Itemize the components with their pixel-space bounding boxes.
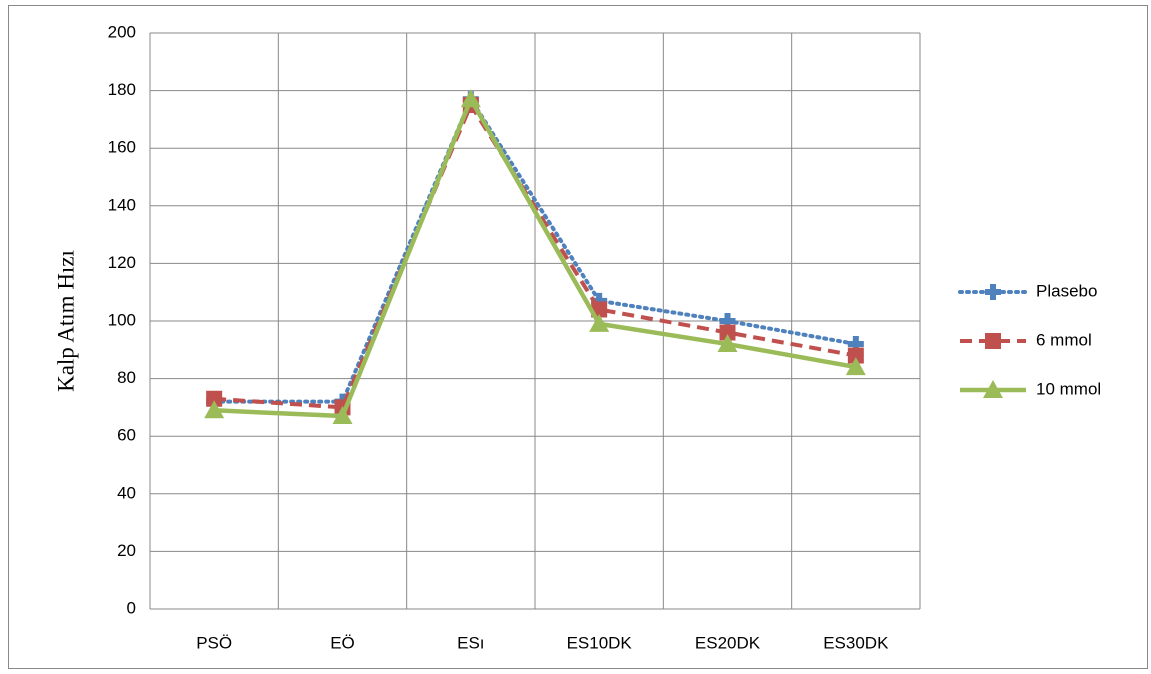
marker: [204, 400, 225, 419]
x-tick-label: EÖ: [330, 633, 355, 652]
chart-border: [8, 5, 1148, 669]
marker: [717, 334, 738, 353]
x-tick-label: ES10DK: [567, 633, 633, 652]
x-tick-label: PSÖ: [196, 633, 232, 652]
x-tick-label: ES30DK: [823, 633, 889, 652]
y-tick-label: 40: [117, 483, 136, 502]
legend-label: Plasebo: [1036, 281, 1097, 300]
x-tick-label: ESı: [457, 633, 484, 652]
y-tick-label: 200: [108, 22, 136, 41]
y-axis-title: Kalp Atım Hızı: [53, 250, 78, 392]
marker: [847, 336, 864, 353]
legend-label: 10 mmol: [1036, 379, 1101, 398]
marker: [845, 357, 866, 376]
legend-label: 6 mmol: [1036, 330, 1092, 349]
marker: [591, 292, 608, 309]
y-tick-label: 140: [108, 195, 136, 214]
marker: [985, 284, 1001, 300]
marker: [460, 89, 481, 108]
marker: [332, 406, 353, 425]
y-tick-label: 80: [117, 368, 136, 387]
marker: [985, 333, 1001, 349]
x-tick-label: ES20DK: [695, 633, 761, 652]
marker: [847, 347, 864, 364]
y-tick-label: 20: [117, 541, 136, 560]
marker: [983, 380, 1003, 398]
series-line: [212, 94, 858, 404]
y-tick-label: 160: [108, 138, 136, 157]
marker: [719, 324, 736, 341]
marker: [589, 313, 610, 332]
y-tick-label: 100: [108, 310, 136, 329]
marker: [206, 390, 223, 407]
y-tick-label: 0: [127, 598, 136, 617]
series-line: [214, 94, 857, 419]
y-tick-label: 60: [117, 426, 136, 445]
y-tick-label: 180: [108, 80, 136, 99]
y-tick-label: 120: [108, 253, 136, 272]
marker: [719, 313, 736, 329]
